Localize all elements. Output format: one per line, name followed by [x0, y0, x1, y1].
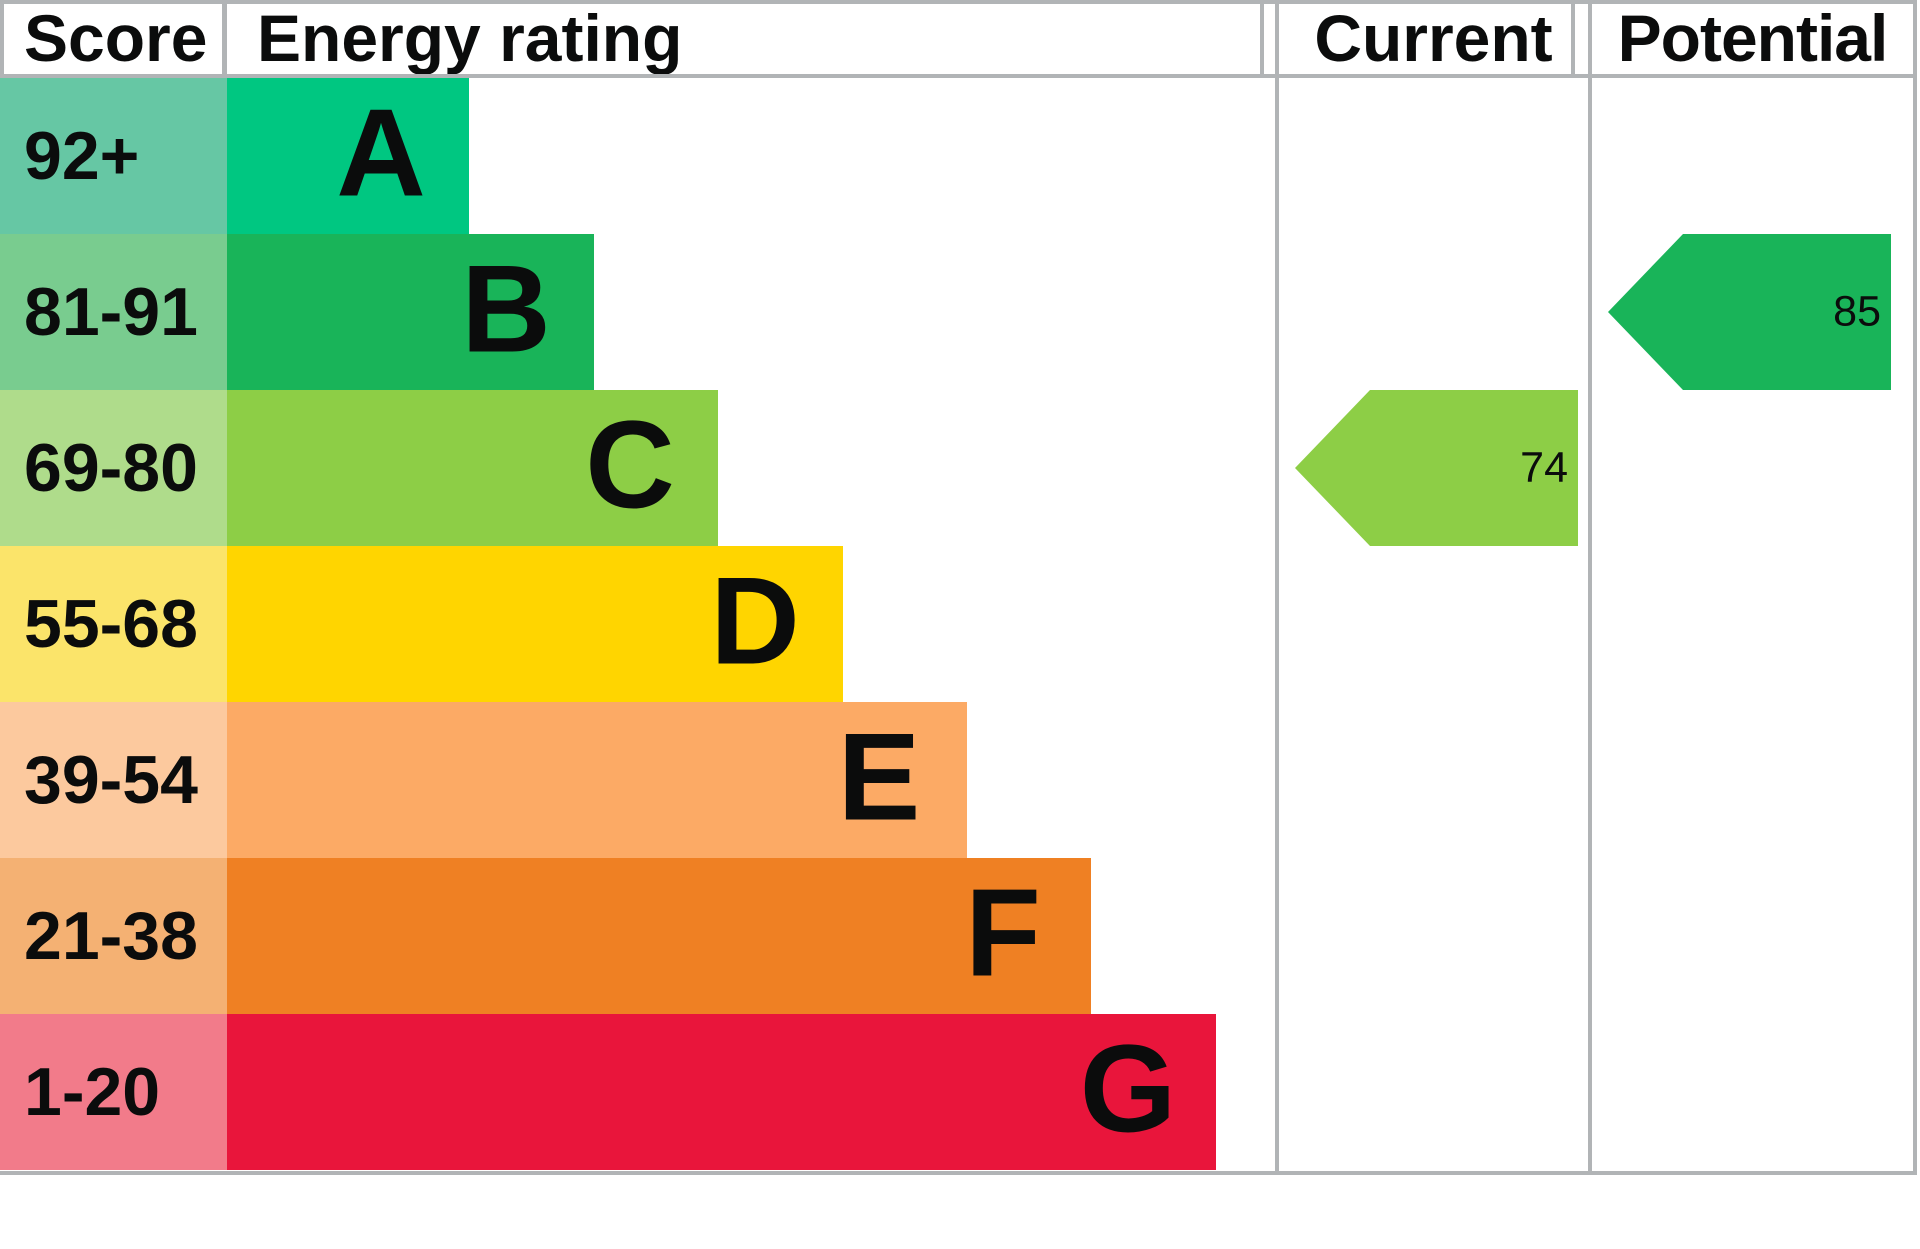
grid-line-current-header-right — [1571, 0, 1575, 78]
grid-line-current-column — [1275, 0, 1279, 1175]
rating-bar-b: B — [227, 234, 594, 390]
band-row-b: 81-91 B — [0, 234, 1920, 390]
score-cell: 92+ — [0, 78, 227, 234]
grid-line-current-potential-divider — [1588, 0, 1592, 1175]
band-letter: E — [837, 708, 921, 847]
band-row-e: 39-54 E — [0, 702, 1920, 858]
score-range-label: 81-91 — [24, 274, 198, 350]
score-cell: 1-20 — [0, 1014, 227, 1170]
band-letter: G — [1079, 1020, 1177, 1159]
band-row-g: 1-20 G — [0, 1014, 1920, 1170]
band-letter: B — [461, 240, 551, 379]
grid-line-right — [1913, 0, 1917, 1175]
band-letter: C — [585, 396, 675, 535]
score-cell: 21-38 — [0, 858, 227, 1014]
energy-rating-column-header: Energy rating — [257, 0, 683, 75]
rating-bar-a: A — [227, 78, 469, 234]
grid-line-energy-header-right — [1260, 0, 1264, 78]
grid-line-header-bottom — [0, 74, 1917, 78]
score-range-label: 1-20 — [24, 1054, 161, 1130]
band-row-f: 21-38 F — [0, 858, 1920, 1014]
grid-line-score-divider — [222, 0, 227, 78]
band-letter: D — [710, 552, 800, 691]
potential-rating-value: 85 — [1833, 287, 1881, 336]
score-range-label: 92+ — [24, 118, 140, 194]
band-row-a: 92+ A — [0, 78, 1920, 234]
rating-bar-f: F — [227, 858, 1091, 1014]
rating-bar-e: E — [227, 702, 967, 858]
score-range-label: 39-54 — [24, 742, 198, 818]
band-letter: F — [965, 864, 1041, 1003]
band-letter: A — [336, 84, 426, 223]
score-cell: 69-80 — [0, 390, 227, 546]
potential-column-header: Potential — [1617, 0, 1889, 75]
grid-line-left — [0, 0, 4, 78]
score-cell: 81-91 — [0, 234, 227, 390]
rating-bar-d: D — [227, 546, 843, 702]
score-range-label: 21-38 — [24, 898, 198, 974]
rating-bar-c: C — [227, 390, 718, 546]
current-column-header: Current — [1314, 0, 1553, 75]
band-row-c: 69-80 C — [0, 390, 1920, 546]
grid-line-top — [0, 0, 1917, 4]
current-rating-value: 74 — [1520, 443, 1568, 492]
rating-bar-g: G — [227, 1014, 1216, 1170]
band-row-d: 55-68 D — [0, 546, 1920, 702]
score-cell: 39-54 — [0, 702, 227, 858]
score-range-label: 69-80 — [24, 430, 198, 506]
score-column-header: Score — [24, 0, 208, 75]
score-cell: 55-68 — [0, 546, 227, 702]
score-range-label: 55-68 — [24, 586, 198, 662]
grid-line-bottom — [0, 1171, 1917, 1175]
